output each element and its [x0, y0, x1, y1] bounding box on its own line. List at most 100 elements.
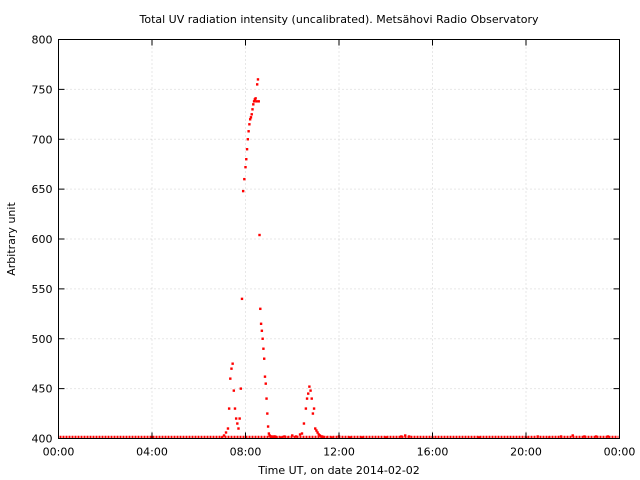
data-point	[262, 347, 265, 350]
data-point	[316, 431, 319, 434]
chart-title: Total UV radiation intensity (uncalibrat…	[139, 13, 539, 26]
data-point	[259, 307, 262, 311]
data-point	[311, 412, 315, 415]
x-tick-label: 00:00	[604, 446, 636, 459]
x-tick-label: 00:00	[43, 446, 75, 459]
y-tick-label: 550	[32, 283, 53, 296]
data-point	[279, 436, 282, 439]
y-tick-label: 600	[32, 233, 53, 246]
data-point	[548, 436, 551, 439]
data-point	[307, 392, 310, 395]
data-point	[251, 108, 254, 111]
data-point	[240, 297, 244, 301]
y-tick-label: 450	[32, 383, 53, 396]
x-tick-label: 08:00	[230, 446, 262, 459]
data-point	[287, 436, 290, 439]
data-point	[250, 113, 253, 116]
data-point	[559, 435, 563, 438]
grid	[58, 39, 620, 439]
data-point	[256, 78, 260, 81]
data-point	[310, 397, 313, 400]
data-point	[312, 407, 316, 410]
data-point	[326, 436, 329, 439]
data-point	[255, 83, 259, 86]
data-point	[252, 103, 255, 106]
data-point	[248, 123, 251, 126]
data-point	[308, 385, 311, 388]
data-point	[236, 422, 239, 425]
data-point	[241, 189, 245, 193]
x-axis-label: Time UT, on date 2014-02-02	[257, 464, 420, 477]
y-tick-label: 800	[32, 34, 53, 47]
data-point	[349, 436, 352, 439]
data-point	[266, 412, 269, 415]
data-point	[264, 382, 267, 385]
data-point	[259, 322, 263, 325]
data-point	[294, 435, 298, 438]
y-axis-ticks: 400 450 500 550 600 650 700 750 800	[32, 34, 620, 446]
data-point	[283, 435, 286, 438]
data-point	[594, 435, 598, 438]
data-point	[536, 435, 539, 438]
data-point	[305, 397, 309, 400]
data-point	[361, 436, 364, 439]
data-point	[255, 100, 258, 103]
data-point	[231, 362, 234, 365]
data-point	[248, 118, 252, 121]
data-point	[261, 337, 264, 340]
data-point	[304, 407, 308, 410]
data-point	[238, 417, 241, 420]
data-point	[571, 434, 574, 437]
data-point	[226, 427, 230, 430]
x-tick-label: 16:00	[417, 446, 449, 459]
data-point	[227, 407, 231, 410]
data-point	[315, 429, 318, 432]
data-point	[478, 436, 481, 439]
data-point	[220, 436, 224, 439]
x-axis-ticks: 00:00 04:00 08:00 12:00 16:00 20:00 00:00	[43, 39, 636, 459]
data-point	[322, 436, 325, 439]
y-tick-label: 700	[32, 133, 53, 146]
data-point	[273, 435, 277, 438]
data-point	[234, 417, 238, 420]
data-point	[257, 100, 260, 103]
data-point	[239, 387, 243, 390]
data-point	[237, 427, 240, 430]
data-point	[314, 427, 317, 430]
data-point	[266, 425, 270, 428]
data-point	[298, 433, 302, 436]
data-point	[302, 422, 306, 425]
data-point	[252, 100, 256, 103]
data-point	[260, 329, 264, 332]
y-axis-label: Arbitrary unit	[5, 202, 18, 276]
x-tick-label: 20:00	[510, 446, 542, 459]
data-point	[407, 435, 411, 438]
y-tick-label: 500	[32, 333, 53, 346]
data-point	[249, 116, 253, 119]
data-point	[300, 432, 304, 435]
data-point	[606, 435, 610, 438]
data-points	[220, 78, 610, 439]
data-point	[263, 357, 266, 360]
data-point	[246, 138, 250, 141]
data-point	[583, 435, 586, 438]
data-point	[254, 97, 257, 100]
data-point	[263, 375, 267, 378]
data-point	[244, 165, 247, 169]
data-point	[330, 436, 333, 439]
x-tick-label: 04:00	[136, 446, 168, 459]
data-point	[265, 397, 268, 400]
data-point	[309, 389, 312, 392]
y-tick-label: 750	[32, 83, 53, 96]
data-point	[232, 389, 236, 392]
data-point	[275, 436, 278, 439]
data-point	[224, 431, 228, 434]
data-point	[243, 177, 246, 181]
data-point	[291, 434, 294, 437]
data-point	[245, 158, 248, 161]
x-tick-label: 12:00	[323, 446, 355, 459]
data-point	[245, 148, 249, 151]
data-point	[404, 434, 407, 437]
y-tick-label: 650	[32, 183, 53, 196]
